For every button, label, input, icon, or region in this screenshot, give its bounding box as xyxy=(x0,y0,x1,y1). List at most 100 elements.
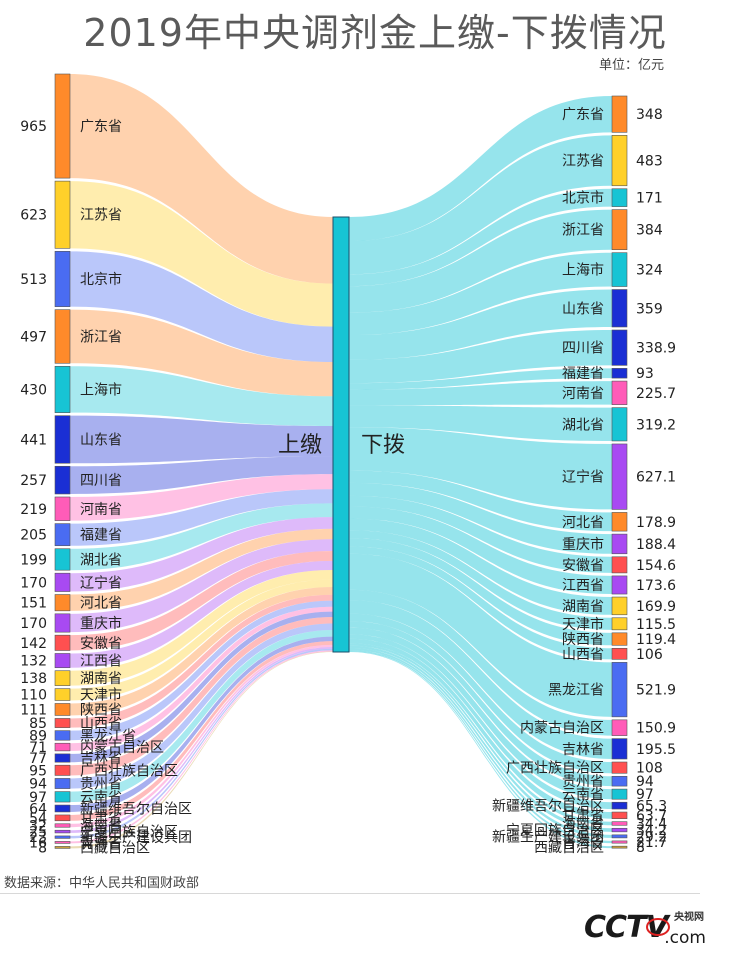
source-node-value: 170 xyxy=(20,575,47,591)
target-node-value: 521.9 xyxy=(636,683,676,699)
target-node-bar xyxy=(611,533,628,555)
source-node-label: 贵州省 xyxy=(80,777,122,793)
center-label-left: 上缴 xyxy=(278,433,322,458)
target-node-bar xyxy=(611,840,628,844)
source-node-label: 天津市 xyxy=(80,687,122,704)
target-node-value: 483 xyxy=(636,154,663,170)
flow-in xyxy=(70,551,333,651)
target-node-bar xyxy=(611,738,628,760)
target-node-label: 西藏自治区 xyxy=(534,840,604,856)
flow-in xyxy=(70,251,333,362)
logo-com-text: .com xyxy=(664,928,706,948)
source-node-label: 新疆生产建设兵团 xyxy=(80,830,192,846)
target-node-value: 188.4 xyxy=(636,537,676,553)
flow-out xyxy=(349,600,612,760)
source-node-label: 辽宁省 xyxy=(80,574,122,591)
flow-in xyxy=(70,579,333,701)
source-node-value: 110 xyxy=(20,688,47,704)
flow-in xyxy=(70,456,333,494)
target-node-label: 宁夏回族自治区 xyxy=(506,822,604,839)
target-node-bar xyxy=(611,443,628,510)
source-node-bar xyxy=(54,523,71,547)
source-node-label: 广西壮族自治区 xyxy=(80,763,178,779)
source-node-bar xyxy=(54,415,71,464)
center-bar xyxy=(332,216,350,653)
source-node-bar xyxy=(54,804,71,813)
flow-out xyxy=(349,589,612,736)
source-node-value: 199 xyxy=(20,552,47,568)
source-node-label: 湖北省 xyxy=(80,552,122,568)
flow-in xyxy=(70,309,333,397)
flow-in xyxy=(70,517,333,592)
target-node-bar xyxy=(611,380,628,405)
source-node-label: 广东省 xyxy=(80,119,122,135)
flow-in xyxy=(70,415,333,464)
target-node-value: 150.9 xyxy=(636,721,676,737)
flow-in xyxy=(70,181,333,327)
target-node-bar xyxy=(611,632,628,646)
target-node-label: 上海市 xyxy=(562,262,604,279)
source-node-bar xyxy=(54,730,71,741)
source-node-bar xyxy=(54,180,71,249)
flow-out xyxy=(349,627,612,800)
logo-eye-icon xyxy=(646,918,670,936)
source-node-label: 北京市 xyxy=(80,271,122,288)
target-node-label: 江苏省 xyxy=(562,154,604,170)
source-node-bar xyxy=(54,835,71,839)
flow-in xyxy=(70,641,333,821)
source-node-label: 宁夏回族自治区 xyxy=(80,824,178,841)
source-node-label: 黑龙江省 xyxy=(80,728,136,744)
target-node-value: 94 xyxy=(636,774,654,790)
source-node-value: 170 xyxy=(20,616,47,632)
flow-in xyxy=(70,569,333,686)
source-node-value: 23 xyxy=(29,830,47,846)
target-node-label: 浙江省 xyxy=(562,223,604,239)
source-node-value: 25 xyxy=(29,825,47,841)
source-node-bar xyxy=(54,742,71,752)
source-node-label: 山西省 xyxy=(80,716,122,732)
target-node-bar xyxy=(611,845,628,849)
target-node-value: 384 xyxy=(636,223,663,239)
target-node-bar xyxy=(611,575,628,595)
source-node-bar xyxy=(54,791,71,803)
source-node-label: 甘肃省 xyxy=(80,811,122,827)
flow-in xyxy=(70,539,333,633)
source-node-bar xyxy=(54,829,71,834)
source-node-label: 河北省 xyxy=(80,596,122,612)
source-node-value: 71 xyxy=(29,740,47,756)
divider xyxy=(0,893,700,894)
target-node-label: 山西省 xyxy=(562,647,604,663)
flow-in xyxy=(70,489,333,546)
target-node-bar xyxy=(611,647,628,660)
flow-out xyxy=(349,368,612,390)
left-node-layer: 广东省 965 江苏省 623 北京市 513 浙江省 497 上海市 430 山东省 441 四川省 2… xyxy=(20,73,192,856)
flow-out xyxy=(349,621,612,787)
flow-in xyxy=(70,600,333,741)
target-node-label: 安徽省 xyxy=(562,558,604,574)
source-node-value: 430 xyxy=(20,382,47,398)
flow-out xyxy=(349,188,612,287)
target-node-value: 178.9 xyxy=(636,515,676,531)
source-node-label: 重庆市 xyxy=(80,615,122,632)
target-node-bar xyxy=(611,662,628,718)
source-node-bar xyxy=(54,823,71,828)
flow-out xyxy=(349,651,612,849)
target-node-label: 北京市 xyxy=(562,190,604,207)
target-node-label: 山东省 xyxy=(562,301,604,317)
source-node-label: 西藏自治区 xyxy=(80,840,150,856)
target-node-value: 108 xyxy=(636,761,663,777)
target-node-value: 8 xyxy=(636,840,645,856)
target-node-value: 173.6 xyxy=(636,578,676,594)
right-node-layer: 广东省 348 江苏省 483 北京市 171 浙江省 384 上海市 324 山东省 359 四川省 3… xyxy=(492,95,676,856)
target-node-label: 福建省 xyxy=(562,366,604,382)
target-node-label: 甘肃省 xyxy=(562,808,604,824)
target-node-label: 陕西省 xyxy=(562,632,604,648)
source-node-label: 浙江省 xyxy=(80,329,122,345)
target-node-value: 627.1 xyxy=(636,470,676,486)
flow-in xyxy=(70,74,333,284)
target-node-bar xyxy=(611,719,628,736)
target-node-label: 广东省 xyxy=(562,107,604,123)
sankey-chart: 广东省 965 江苏省 623 北京市 513 浙江省 497 上海市 430 山东省 441 四川省 2… xyxy=(20,73,676,856)
target-node-label: 新疆生产建设兵团 xyxy=(492,829,604,845)
source-node-label: 江苏省 xyxy=(80,208,122,224)
